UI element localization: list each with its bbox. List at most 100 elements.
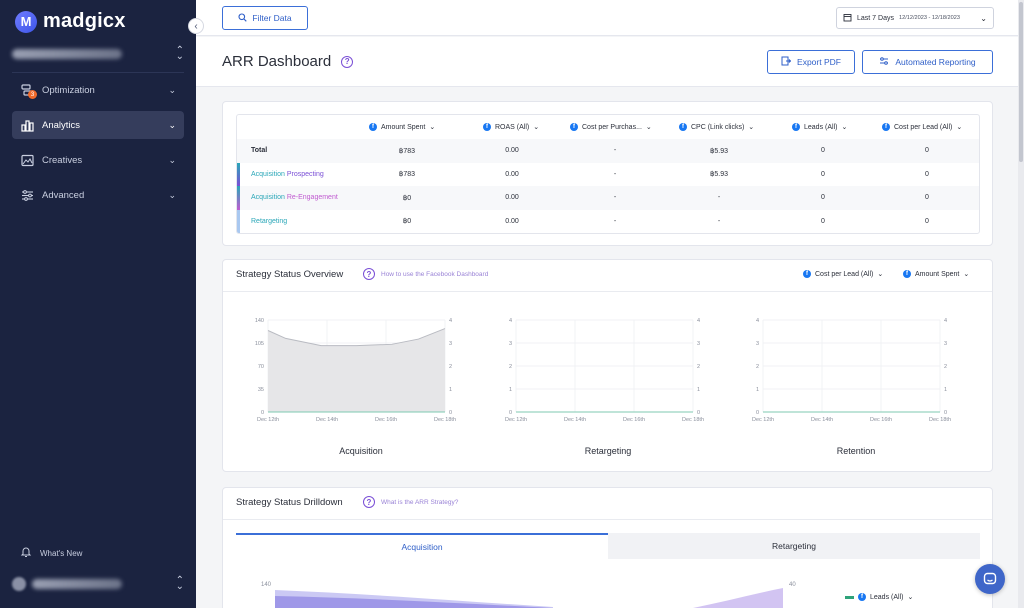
filter-data-button[interactable]: Filter Data [222,6,308,30]
y2-axis-tick-label: 0 [449,410,452,416]
table-cell: ฿783 [398,171,416,179]
help-link[interactable]: ? What is the ARR Strategy? [363,496,458,508]
metric-selector-left[interactable]: f Cost per Lead (All) ⌄ [803,270,883,278]
row-color-stripe [237,162,240,186]
page-scrollbar[interactable] [1018,0,1024,608]
account-selector[interactable]: ⌃ ⌄ [12,44,184,64]
facebook-icon: f [903,270,911,278]
sidebar-item-analytics[interactable]: Analytics ⌄ [12,111,184,139]
legend-metric-selector[interactable]: f Leads (All) ⌄ [845,593,913,601]
table-cell: ฿0 [402,194,412,202]
facebook-icon: f [882,123,890,131]
sidebar-item-optimization[interactable]: 3 Optimization ⌄ [12,76,184,104]
help-icon: ? [363,268,375,280]
summary-table: f Amount Spent ⌄ f ROAS (All) ⌄ f Cost per Pu… [236,114,980,234]
help-link[interactable]: ? How to use the Facebook Dashboard [363,268,488,280]
help-icon[interactable]: ? [341,55,354,68]
column-header-label: Cost per Purchas... [582,123,642,131]
chevron-down-icon: ⌄ [168,119,176,130]
chevron-down-icon: ⌄ [980,13,987,23]
help-link-text: What is the ARR Strategy? [381,498,459,506]
automated-reporting-button[interactable]: Automated Reporting [862,50,993,74]
facebook-icon: f [679,123,687,131]
column-header-label: ROAS (All) [495,123,530,131]
column-header[interactable]: f CPC (Link clicks) ⌄ [679,123,754,131]
section-divider [223,519,992,520]
x-axis-tick-label: Dec 14th [811,417,833,423]
row-label-part: Acquisition [251,170,285,178]
logo[interactable]: M madgicx [15,10,126,33]
collapse-sidebar-button[interactable]: ‹ [188,18,204,34]
table-cell: 0.00 [505,217,519,225]
x-axis-tick-label: Dec 18th [434,417,456,423]
whats-new-link[interactable]: What's New [20,546,82,560]
table-row[interactable]: Acquisition Prospecting ฿783 0.00 - ฿5.9… [237,162,979,186]
y2-axis-tick-label: 0 [697,410,700,416]
y-axis-tick-label: 0 [261,410,264,416]
column-header[interactable]: f Leads (All) ⌄ [792,123,847,131]
user-profile [12,577,122,591]
table-row[interactable]: Retargeting ฿0 0.00 - - 0 0 [237,209,979,233]
facebook-icon: f [570,123,578,131]
y-axis-tick-label: 4 [756,318,759,324]
user-name-redacted [32,579,122,589]
chat-support-button[interactable] [975,564,1005,594]
column-header-label: Cost per Lead (All) [894,123,953,131]
row-label-part: Prospecting [286,170,324,178]
sidebar: M madgicx ⌃ ⌄ 3 Optimization ⌄ Analytics … [0,0,196,608]
export-pdf-label: Export PDF [797,57,841,67]
row-label-part: Re-Engagement [286,194,338,202]
chevron-down-icon: ⌄ [841,124,848,131]
whats-new-label: What's New [40,548,83,558]
y-axis-tick-label: 1 [509,387,512,393]
drilldown-chart: 140 40 [261,582,796,608]
facebook-icon: f [483,123,491,131]
table-cell: 0 [925,194,929,202]
table-cell: - [717,217,721,225]
user-menu[interactable]: ⌃ ⌄ [12,574,184,594]
export-icon [781,56,792,68]
account-name-redacted [12,49,122,59]
facebook-icon: f [369,123,377,131]
chevron-down-icon: ⌄ [168,154,176,165]
calendar-icon [843,13,852,24]
metric-selector-right[interactable]: f Amount Spent ⌄ [903,270,969,278]
table-cell: 0 [821,170,825,178]
table-row[interactable]: Acquisition Re-Engagement ฿0 0.00 - - 0 … [237,186,979,210]
series-area [693,588,783,608]
column-header[interactable]: f Cost per Lead (All) ⌄ [882,123,962,131]
y2-axis-tick-label: 2 [944,364,947,370]
chevron-down-icon: ⌄ [748,124,755,131]
y-axis-tick-label: 105 [255,341,264,347]
tab-retargeting[interactable]: Retargeting [608,533,980,559]
table-cell: 0 [821,194,825,202]
sidebar-item-label: Advanced [42,189,85,201]
column-header[interactable]: f Cost per Purchas... ⌄ [570,123,652,131]
help-icon: ? [363,496,375,508]
page-title: ARR Dashboard? [222,53,354,70]
sidebar-item-creatives[interactable]: Creatives ⌄ [12,146,184,174]
table-cell: - [613,217,617,225]
date-range-picker[interactable]: Last 7 Days 12/12/2023 - 12/18/2023 ⌄ [836,7,994,29]
chevron-down-icon: ⌄ [645,124,652,131]
sidebar-item-advanced[interactable]: Advanced ⌄ [12,181,184,209]
notification-badge: 3 [28,90,37,99]
section-divider [223,291,992,292]
tab-acquisition[interactable]: Acquisition [236,533,608,559]
chat-icon [983,572,997,585]
table-cell: ฿5.93 [709,171,729,179]
chevron-down-icon: ⌄ [429,124,436,131]
column-header[interactable]: f ROAS (All) ⌄ [483,123,539,131]
export-pdf-button[interactable]: Export PDF [767,50,855,74]
table-cell: - [613,147,617,155]
series-area [268,328,445,412]
legend-swatch [845,595,854,599]
chart-title: Acquisition [339,446,383,456]
column-header[interactable]: f Amount Spent ⌄ [369,123,435,131]
chevron-down-icon: ⌄ [168,189,176,200]
table-cell: 0 [925,217,929,225]
top-bar: Filter Data Last 7 Days 12/12/2023 - 12/… [196,0,1024,36]
facebook-icon: f [803,270,811,278]
scrollbar-thumb[interactable] [1019,2,1023,162]
